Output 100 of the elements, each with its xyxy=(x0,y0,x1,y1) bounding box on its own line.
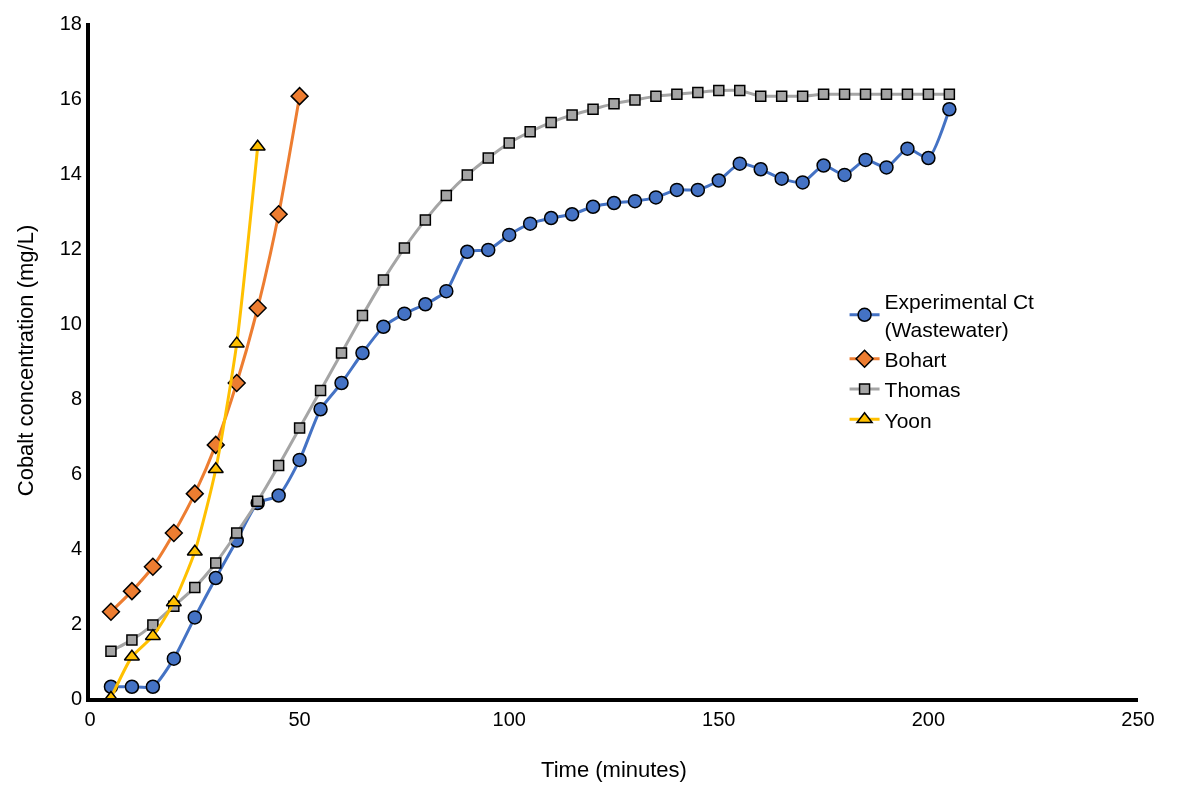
point xyxy=(711,173,727,188)
y-tick-label: 4 xyxy=(70,537,82,559)
point xyxy=(753,162,768,177)
point xyxy=(313,402,328,417)
y-axis-title: Cobalt concentration (mg/L) xyxy=(13,224,38,497)
point xyxy=(921,150,936,166)
point xyxy=(650,90,662,102)
point xyxy=(440,189,453,202)
point xyxy=(482,152,494,164)
point xyxy=(734,84,746,97)
point xyxy=(669,182,685,198)
point xyxy=(335,347,348,359)
point xyxy=(754,90,767,102)
point xyxy=(126,634,138,646)
point xyxy=(124,679,140,694)
point xyxy=(164,523,184,543)
point xyxy=(314,384,327,397)
point xyxy=(481,242,496,258)
point xyxy=(269,205,288,224)
y-tick-label: 2 xyxy=(70,612,82,634)
point xyxy=(122,581,142,601)
point xyxy=(293,422,306,434)
point xyxy=(166,651,182,666)
point xyxy=(377,274,390,286)
point xyxy=(522,216,538,231)
legend-label: Yoon xyxy=(884,408,932,432)
point xyxy=(189,581,201,594)
point xyxy=(230,527,243,539)
point xyxy=(648,190,664,205)
point xyxy=(398,242,411,254)
point xyxy=(606,195,622,211)
legend-label: Experimental Ct (Wastewater) xyxy=(884,290,1035,341)
point xyxy=(879,160,894,175)
point xyxy=(334,375,349,391)
point xyxy=(880,88,893,100)
point xyxy=(524,126,536,138)
point xyxy=(900,141,915,156)
legend-label: Thomas xyxy=(884,378,961,402)
point xyxy=(501,227,517,243)
point xyxy=(545,116,557,129)
y-tick-label: 12 xyxy=(59,237,82,259)
point xyxy=(185,484,204,503)
point xyxy=(566,109,578,121)
point xyxy=(251,495,264,507)
point xyxy=(248,298,267,318)
point xyxy=(418,297,433,312)
point xyxy=(713,84,725,97)
point xyxy=(290,86,309,106)
point xyxy=(816,158,831,173)
x-tick-label: 200 xyxy=(911,708,946,730)
point xyxy=(627,193,643,209)
point xyxy=(795,175,810,190)
point xyxy=(775,90,788,102)
point xyxy=(356,309,369,322)
point xyxy=(272,459,285,472)
y-tick-label: 14 xyxy=(59,162,82,184)
point xyxy=(187,610,203,625)
x-tick-label: 150 xyxy=(702,708,736,730)
point xyxy=(208,570,224,586)
point xyxy=(461,169,474,181)
point xyxy=(292,452,307,468)
x-tick-label: 0 xyxy=(84,708,96,730)
y-tick-label: 10 xyxy=(59,312,82,334)
point xyxy=(901,88,914,100)
point xyxy=(397,306,412,321)
x-axis-title: Time (minutes) xyxy=(541,757,687,782)
y-tick-label: 18 xyxy=(59,12,82,34)
point xyxy=(859,88,872,100)
point xyxy=(460,244,475,259)
point xyxy=(671,88,683,100)
point xyxy=(774,171,789,186)
point xyxy=(143,557,163,576)
point xyxy=(692,86,704,99)
point xyxy=(147,619,159,631)
point xyxy=(228,336,245,348)
legend-label: Bohart xyxy=(884,347,947,371)
point xyxy=(105,645,117,657)
point xyxy=(817,88,830,100)
point xyxy=(376,319,391,334)
point xyxy=(503,137,515,149)
point xyxy=(608,97,620,110)
point xyxy=(249,139,266,151)
point xyxy=(564,207,580,222)
x-tick-label: 100 xyxy=(492,708,526,730)
point xyxy=(943,88,956,100)
point xyxy=(355,345,370,361)
y-tick-label: 8 xyxy=(70,387,82,409)
point xyxy=(629,94,641,106)
point xyxy=(922,88,935,100)
point xyxy=(144,628,162,641)
x-tick-label: 50 xyxy=(288,708,311,730)
point xyxy=(271,488,286,503)
point xyxy=(732,156,748,171)
point xyxy=(210,557,222,569)
point xyxy=(585,199,601,214)
point xyxy=(419,214,432,226)
y-tick-label: 0 xyxy=(70,687,82,709)
point xyxy=(543,210,559,226)
y-tick-label: 16 xyxy=(59,87,82,109)
point xyxy=(101,602,121,621)
